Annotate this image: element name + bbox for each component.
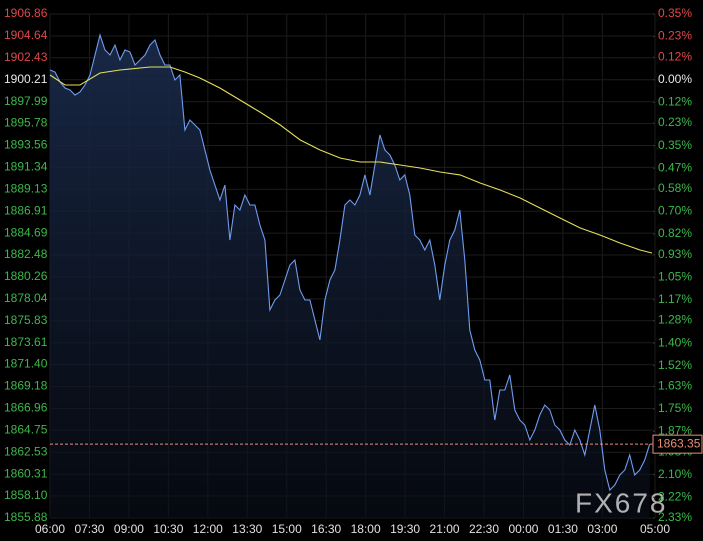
y-tick-label: 1884.69 — [4, 225, 48, 239]
y2-tick-label: 0.12% — [658, 95, 692, 109]
y2-tick-label: 1.40% — [658, 335, 692, 349]
y2-tick-label: 0.00% — [658, 72, 692, 86]
x-tick-label: 10:30 — [153, 522, 183, 536]
x-tick-label: 22:30 — [469, 522, 499, 536]
y2-tick-label: 0.23% — [658, 29, 692, 43]
current-price-label: 1863.35 — [657, 436, 701, 450]
y-tick-label: 1858.10 — [4, 488, 48, 502]
y-tick-label: 1882.48 — [4, 247, 48, 261]
y-tick-label: 1860.31 — [4, 466, 48, 480]
watermark: FX678 — [575, 487, 668, 518]
y2-tick-label: 1.52% — [658, 358, 692, 372]
current-price-box — [652, 434, 703, 454]
x-tick-label: 06:00 — [35, 522, 65, 536]
y-tick-label: 1895.78 — [4, 116, 48, 130]
y2-tick-label: 1.17% — [658, 292, 692, 306]
y2-tick-label: 0.47% — [658, 160, 692, 174]
y2-tick-label: 2.33% — [658, 510, 692, 524]
y-tick-label: 1880.26 — [4, 269, 48, 283]
x-tick-label: 00:00 — [508, 522, 538, 536]
y-tick-label: 1893.56 — [4, 138, 48, 152]
y2-tick-label: 1.05% — [658, 269, 692, 283]
plot — [49, 33, 655, 518]
y-tick-label: 1886.91 — [4, 203, 48, 217]
y-tick-label: 1871.40 — [4, 357, 48, 371]
y2-tick-label: 0.58% — [658, 181, 692, 195]
y2-tick-label: 1.87% — [658, 424, 692, 438]
y-tick-label: 1873.61 — [4, 335, 48, 349]
y2-tick-label: 0.70% — [658, 204, 692, 218]
y2-tick-label: 1.28% — [658, 313, 692, 327]
x-tick-label: 03:00 — [587, 522, 617, 536]
y2-tick-label: 0.93% — [658, 247, 692, 261]
y-tick-label: 1866.96 — [4, 401, 48, 415]
y2-tick-label: 1.75% — [658, 401, 692, 415]
y-tick-label: 1878.04 — [4, 291, 48, 305]
x-tick-label: 07:30 — [74, 522, 104, 536]
y2-tick-label: 2.10% — [658, 467, 692, 481]
y-tick-label: 1862.53 — [4, 444, 48, 458]
y2-tick-label: 0.12% — [658, 49, 692, 63]
y-tick-label: 1900.21 — [4, 72, 48, 86]
x-tick-label: 16:30 — [311, 522, 341, 536]
y2-tick-label: 0.82% — [658, 226, 692, 240]
axes: 1906.86 1904.64 1902.43 1900.21 1897.99 1895.… — [4, 6, 703, 536]
y-tick-label: 1889.13 — [4, 181, 48, 195]
y-tick-label: 1891.34 — [4, 160, 48, 174]
x-tick-label: 09:00 — [114, 522, 144, 536]
x-tick-label: 15:00 — [272, 522, 302, 536]
line — [49, 66, 653, 254]
area — [50, 35, 650, 518]
x-tick-label: 12:00 — [193, 522, 223, 536]
x-tick-label: 13:30 — [232, 522, 262, 536]
y-tick-label: 1906.86 — [4, 6, 48, 20]
y-tick-label: 1869.18 — [4, 379, 48, 393]
y2-tick-label: 2.22% — [658, 489, 692, 503]
x-tick-label: 21:00 — [430, 522, 460, 536]
line — [49, 33, 651, 492]
y-tick-label: 1855.88 — [4, 510, 48, 524]
y2-tick-label: 0.35% — [658, 138, 692, 152]
y-tick-label: 1902.43 — [4, 50, 48, 64]
y2-tick-label: 0.23% — [658, 115, 692, 129]
y-tick-label: 1864.75 — [4, 422, 48, 436]
y-tick-label: 1875.83 — [4, 313, 48, 327]
y-tick-label: 1897.99 — [4, 94, 48, 108]
y2-tick-label: 0.35% — [658, 6, 692, 20]
y-tick-label: 1904.64 — [4, 28, 48, 42]
y2-tick-label: 1.63% — [658, 379, 692, 393]
x-tick-label: 05:00 — [640, 522, 670, 536]
x-tick-label: 19:30 — [390, 522, 420, 536]
x-tick-label: 18:00 — [351, 522, 381, 536]
x-tick-label: 01:30 — [548, 522, 578, 536]
